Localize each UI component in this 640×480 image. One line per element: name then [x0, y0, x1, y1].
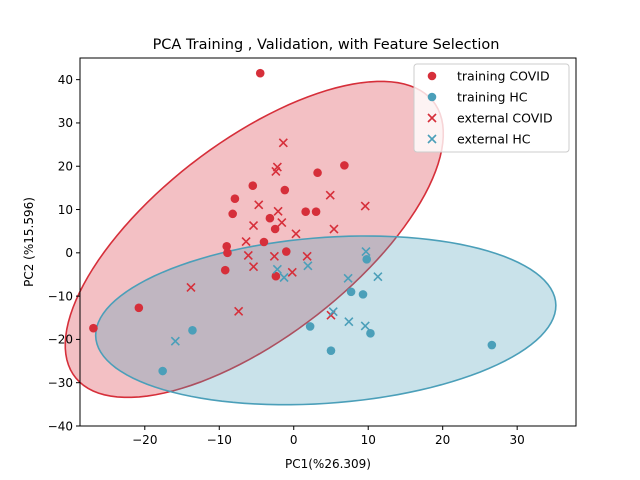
external-covid-point: [278, 138, 288, 148]
training-covid-point: [220, 265, 230, 275]
legend-marker-training-hc: [427, 92, 437, 102]
training-covid-point: [280, 185, 290, 195]
external-hc-point: [272, 264, 282, 274]
x-axis-label: PC1(%26.309): [285, 457, 371, 471]
y-tick-label: 20: [58, 160, 73, 174]
y-tick-label: −10: [48, 289, 73, 303]
external-covid-point: [302, 251, 312, 261]
ellipse-hc: [94, 235, 557, 406]
training-hc-point: [366, 329, 375, 338]
training-covid-point: [265, 213, 275, 223]
external-hc-point: [361, 246, 371, 257]
y-tick-label: 10: [58, 203, 73, 217]
training-hc-point: [188, 326, 197, 335]
external-hc-point: [343, 273, 353, 283]
training-covid-point: [340, 161, 349, 170]
training-hc-point: [358, 290, 368, 299]
external-covid-point: [360, 201, 370, 211]
training-covid-point: [222, 242, 232, 251]
data-points: [89, 68, 497, 376]
legend-marker-external-covid: [427, 113, 437, 123]
external-covid-point: [234, 306, 244, 316]
external-hc-point: [373, 272, 383, 282]
y-tick-label: −30: [48, 376, 73, 390]
x-axis: −20 −10 0 10 20 30: [132, 426, 525, 447]
external-covid-point: [248, 262, 259, 272]
training-covid-point: [270, 224, 280, 234]
training-covid-point: [259, 237, 269, 247]
training-covid-point: [248, 181, 258, 191]
x-tick-label: −20: [132, 433, 157, 447]
external-covid-point: [186, 282, 196, 293]
external-hc-point: [360, 321, 370, 331]
training-hc-point: [158, 366, 167, 376]
y-tick-label: 40: [58, 73, 73, 87]
y-tick-label: 0: [65, 246, 73, 260]
legend-marker-training-covid: [427, 71, 437, 81]
y-axis-label: PC2 (%15.596): [22, 197, 36, 287]
confidence-ellipses: [64, 80, 557, 406]
external-covid-point: [325, 190, 335, 200]
training-covid-point: [228, 209, 237, 219]
y-tick-label: −20: [48, 333, 73, 347]
training-covid-point: [311, 207, 321, 216]
training-hc-point: [362, 255, 372, 264]
external-covid-point: [287, 267, 297, 277]
chart-title: PCA Training , Validation, with Feature …: [153, 37, 500, 53]
training-covid-point: [255, 68, 265, 78]
external-covid-point: [271, 166, 281, 176]
x-tick-label: 30: [510, 433, 525, 447]
training-covid-point: [89, 323, 98, 333]
training-hc-point: [487, 340, 497, 350]
legend-label-external-hc: external HC: [457, 132, 531, 147]
external-covid-point: [254, 200, 264, 210]
legend-marker-external-hc: [427, 134, 437, 144]
y-tick-label: 30: [58, 116, 73, 130]
legend-label-external-covid: external COVID: [457, 111, 553, 126]
plot-area-frame: [79, 57, 577, 427]
training-covid-point: [313, 168, 322, 178]
ellipse-covid: [64, 80, 445, 399]
external-covid-point: [329, 224, 339, 234]
external-hc-point: [344, 317, 354, 327]
training-hc-point: [346, 287, 356, 297]
external-hc-point: [279, 272, 289, 283]
legend-label-training-covid: training COVID: [457, 69, 550, 84]
training-hc-point: [305, 322, 315, 331]
training-covid-point: [301, 207, 310, 216]
x-tick-label: 20: [435, 433, 450, 447]
external-hc-point: [328, 307, 338, 317]
training-covid-point: [134, 303, 144, 313]
external-covid-point: [241, 237, 251, 247]
legend-box: [413, 63, 570, 153]
external-covid-point: [243, 250, 253, 260]
training-covid-point: [230, 194, 240, 204]
training-covid-point: [223, 248, 232, 258]
y-axis: −40 −30 −20 −10 0 10 20 30 40: [48, 73, 80, 433]
legend-label-training-hc: training HC: [457, 90, 528, 105]
x-tick-label: 0: [290, 433, 298, 447]
x-tick-label: 10: [361, 433, 376, 447]
training-hc-point: [326, 346, 336, 355]
external-covid-point: [277, 217, 287, 228]
external-covid-point: [269, 251, 279, 261]
y-tick-label: −40: [48, 419, 73, 433]
external-covid-point: [248, 220, 259, 231]
external-covid-point: [291, 229, 301, 239]
external-covid-point: [273, 206, 283, 216]
external-hc-point: [170, 336, 180, 346]
x-tick-label: −10: [207, 433, 232, 447]
training-covid-point: [271, 271, 281, 281]
external-hc-point: [303, 261, 313, 271]
legend: training COVID training HC external COVID e…: [413, 63, 570, 153]
legend-items: training COVID training HC external COVID e…: [427, 69, 553, 147]
training-covid-point: [281, 247, 291, 256]
